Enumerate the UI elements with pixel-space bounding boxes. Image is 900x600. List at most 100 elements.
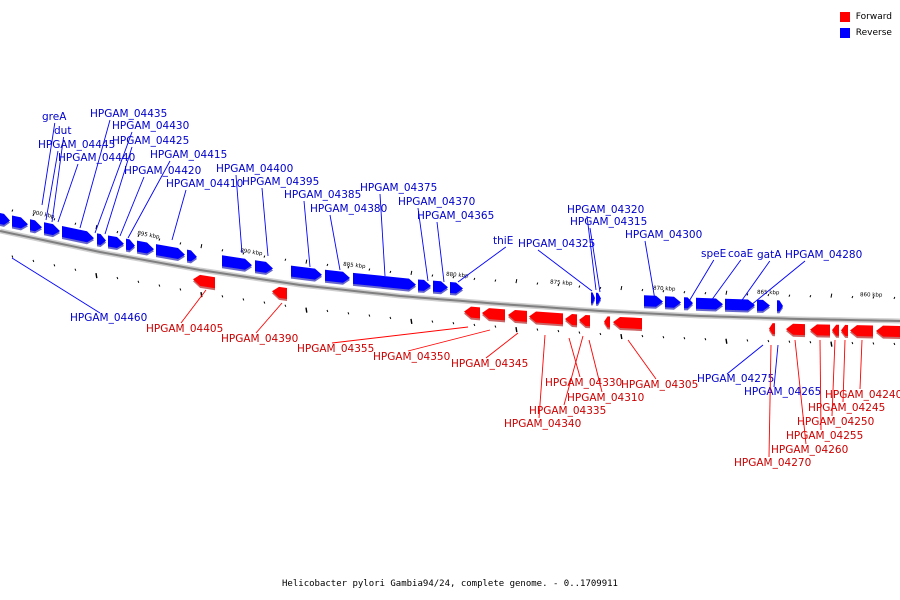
reverse-gene-arrow [777,300,783,312]
tick-mark-top [11,209,14,212]
reverse-leader-line [379,193,386,277]
legend-reverse: Reverse [839,25,892,41]
reverse-gene-label-8: HPGAM_04415 [150,149,227,161]
reverse-gene-arrow [156,244,185,260]
tick-mark-top [221,249,224,252]
reverse-gene-arrow [325,269,350,283]
legend-reverse-label: Reverse [855,28,892,38]
reverse-gene-label-5: HPGAM_04430 [112,120,189,132]
tick-mark-top [368,268,371,271]
tick-mark-bottom [641,334,644,338]
genome-caption: Helicobacter pylori Gambia94/24, complet… [282,579,618,589]
reverse-gene-label-0: greA [42,111,67,123]
forward-gene-label-8: HPGAM_04335 [529,405,606,417]
tick-mark-bottom [410,318,413,324]
tick-mark-top [431,274,434,277]
tick-mark-top [179,242,182,245]
tick-mark-top [494,279,497,282]
tick-mark-bottom [473,323,476,327]
scale-tick-label: 865 kbp [757,290,780,297]
tick-mark-bottom [452,322,455,325]
tick-mark-bottom [599,332,602,336]
forward-leader-line [819,339,822,431]
tick-mark-top [410,270,413,275]
tick-mark-top [725,290,728,295]
forward-leader-line [331,326,469,344]
reverse-gene-arrow [62,226,94,243]
tick-mark-bottom [74,268,77,271]
backbone [0,230,900,322]
forward-gene-arrow [810,324,830,336]
tick-mark-top [662,289,665,293]
tick-mark-bottom [431,320,434,323]
forward-gene-label-14: HPGAM_04260 [771,444,848,456]
tick-mark-top [620,285,623,291]
tick-mark-bottom [137,280,140,284]
reverse-gene-arrow [291,265,322,280]
reverse-leader-line [261,187,269,257]
forward-gene-arrow [850,325,873,337]
tick-mark-bottom [53,264,56,267]
tick-mark-top [347,266,350,269]
reverse-gene-arrow [433,280,448,293]
tick-mark-top [200,244,203,249]
forward-leader-line [859,339,863,390]
tick-mark-bottom [179,288,182,291]
forward-gene-arrow [272,286,287,300]
scale-tick-label: 880 kbp [446,272,469,280]
tick-mark-bottom [809,341,812,344]
tick-mark-top [704,291,707,295]
reverse-gene-label-24: gatA [757,249,782,261]
tick-mark-top [116,230,119,234]
reverse-leader-line [11,257,101,314]
tick-mark-bottom [515,327,518,333]
forward-leader-line [180,289,207,324]
forward-gene-label-10: HPGAM_04240 [825,389,900,401]
tick-mark-top [326,263,329,267]
reverse-gene-label-3: HPGAM_04440 [58,152,135,164]
tick-mark-top [137,234,140,238]
forward-leader-line [842,339,846,403]
forward-gene-label-11: HPGAM_04245 [808,402,885,414]
forward-gene-arrow [565,314,577,326]
tick-mark-top [263,255,266,258]
reverse-leader-line [104,146,133,235]
forward-gene-label-12: HPGAM_04250 [797,416,874,428]
forward-gene-label-9: HPGAM_04340 [504,418,581,430]
forward-leader-line [485,332,519,359]
reverse-gene-label-21: HPGAM_04300 [625,229,702,241]
forward-gene-label-4: HPGAM_04345 [451,358,528,370]
reverse-gene-arrow [108,235,124,249]
reverse-leader-line [744,260,806,311]
tick-mark-top [95,225,98,230]
reverse-gene-arrow [353,272,416,290]
tick-mark-top [893,296,896,300]
forward-gene-arrow [832,324,839,336]
forward-gene-label-15: HPGAM_04270 [734,457,811,469]
tick-mark-top [578,285,581,288]
scale-tick-label: 860 kbp [860,292,883,298]
reverse-gene-label-20: HPGAM_04315 [570,216,647,228]
scale-tick-label: 885 kbp [343,262,366,270]
tick-mark-top [536,282,539,285]
reverse-gene-label-10: HPGAM_04400 [216,163,293,175]
forward-leader-line [563,335,584,406]
forward-gene-arrow [482,308,505,321]
tick-mark-top [305,259,308,264]
tick-mark-top [767,293,770,297]
reverse-leader-line [119,176,145,237]
forward-gene-label-7: HPGAM_04305 [621,379,698,391]
reverse-gene-arrow [97,233,106,246]
tick-mark-bottom [620,333,623,340]
tick-mark-top [515,279,518,284]
reverse-leader-line [644,240,656,301]
tick-mark-bottom [494,325,497,328]
forward-leader-line [627,339,657,380]
reverse-gene-arrow [255,260,273,273]
forward-swatch [839,12,850,22]
reverse-leader-line [537,249,593,292]
tick-mark-top [473,277,476,281]
reverse-leader-line [726,344,764,375]
reverse-gene-label-12: HPGAM_04385 [284,189,361,201]
